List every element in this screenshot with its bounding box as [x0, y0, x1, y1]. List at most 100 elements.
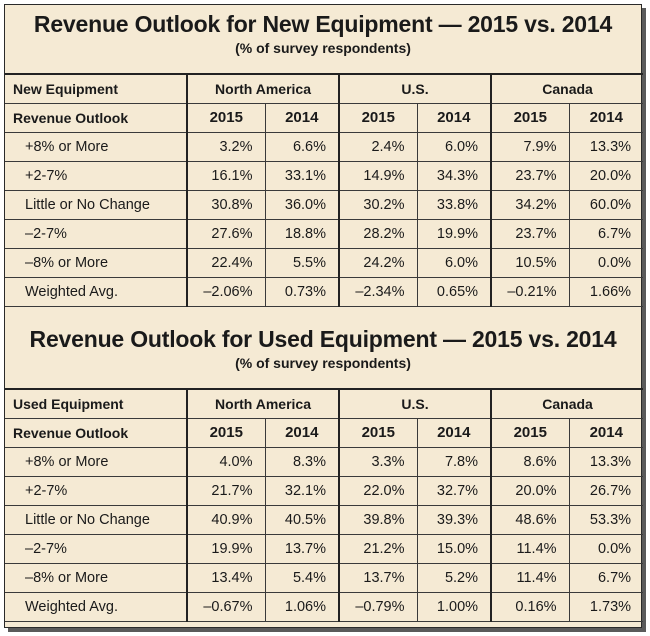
region-header-north-america: North America: [185, 73, 340, 104]
table-row: +8% or More 3.2% 6.6% 2.4% 6.0% 7.9% 13.3%: [5, 131, 644, 162]
new-equipment-table: New Equipment North America U.S. Canada …: [5, 73, 644, 307]
value-cell: 40.9%: [186, 504, 266, 535]
row-label: +8% or More: [5, 131, 188, 162]
value-cell: 21.2%: [338, 533, 418, 564]
year-header: 2015: [490, 102, 570, 133]
value-cell: 30.2%: [338, 189, 418, 220]
value-cell: 60.0%: [568, 189, 644, 220]
row-label: +8% or More: [5, 446, 188, 477]
new-equipment-title: Revenue Outlook for New Equipment — 2015…: [33, 11, 613, 37]
value-cell: 5.4%: [264, 562, 340, 593]
year-header: 2015: [490, 417, 570, 448]
value-cell: 10.5%: [490, 247, 570, 278]
value-cell: 53.3%: [568, 504, 644, 535]
table-row: –2-7% 19.9% 13.7% 21.2% 15.0% 11.4% 0.0%: [5, 533, 644, 564]
table-row: Weighted Avg. –2.06% 0.73% –2.34% 0.65% –0.21…: [5, 276, 644, 307]
value-cell: 13.7%: [264, 533, 340, 564]
row-header-label: Revenue Outlook: [5, 417, 188, 448]
year-header: 2014: [416, 102, 492, 133]
region-header-row: New Equipment North America U.S. Canada: [5, 73, 644, 104]
value-cell: 4.0%: [186, 446, 266, 477]
value-cell: 5.5%: [264, 247, 340, 278]
value-cell: 6.7%: [568, 562, 644, 593]
year-header: 2014: [416, 417, 492, 448]
value-cell: 34.2%: [490, 189, 570, 220]
value-cell: 39.3%: [416, 504, 492, 535]
value-cell: 3.2%: [186, 131, 266, 162]
value-cell: 33.1%: [264, 160, 340, 191]
value-cell: 6.7%: [568, 218, 644, 249]
used-equipment-section: Revenue Outlook for Used Equipment — 201…: [5, 320, 644, 622]
value-cell: 3.3%: [338, 446, 418, 477]
value-cell: 15.0%: [416, 533, 492, 564]
table-row: –2-7% 27.6% 18.8% 28.2% 19.9% 23.7% 6.7%: [5, 218, 644, 249]
value-cell: 19.9%: [186, 533, 266, 564]
used-equipment-table: Used Equipment North America U.S. Canada…: [5, 388, 644, 622]
value-cell: 0.0%: [568, 247, 644, 278]
value-cell: 7.8%: [416, 446, 492, 477]
used-equipment-title-block: Revenue Outlook for Used Equipment — 201…: [5, 320, 641, 388]
value-cell: 6.0%: [416, 247, 492, 278]
used-equipment-title: Revenue Outlook for Used Equipment — 201…: [29, 326, 617, 352]
year-header: 2014: [568, 417, 644, 448]
value-cell: 13.3%: [568, 446, 644, 477]
value-cell: 18.8%: [264, 218, 340, 249]
table-row: Weighted Avg. –0.67% 1.06% –0.79% 1.00% 0.16%…: [5, 591, 644, 622]
value-cell: 20.0%: [568, 160, 644, 191]
value-cell: 1.00%: [416, 591, 492, 622]
region-header-row: Used Equipment North America U.S. Canada: [5, 388, 644, 419]
used-equipment-subtitle: (% of survey respondents): [235, 355, 411, 371]
value-cell: 28.2%: [338, 218, 418, 249]
value-cell: 23.7%: [490, 160, 570, 191]
table-row: –8% or More 13.4% 5.4% 13.7% 5.2% 11.4% 6.7%: [5, 562, 644, 593]
year-header: 2015: [186, 417, 266, 448]
value-cell: 32.7%: [416, 475, 492, 506]
corner-label: New Equipment: [5, 73, 188, 104]
value-cell: 11.4%: [490, 533, 570, 564]
value-cell: 36.0%: [264, 189, 340, 220]
row-label: –8% or More: [5, 247, 188, 278]
value-cell: 22.0%: [338, 475, 418, 506]
year-header: 2014: [264, 102, 340, 133]
value-cell: 8.3%: [264, 446, 340, 477]
value-cell: 21.7%: [186, 475, 266, 506]
region-header-us: U.S.: [338, 388, 492, 419]
value-cell: 48.6%: [490, 504, 570, 535]
row-label: Weighted Avg.: [5, 276, 188, 307]
value-cell: 39.8%: [338, 504, 418, 535]
corner-label: Used Equipment: [5, 388, 188, 419]
value-cell: 6.0%: [416, 131, 492, 162]
value-cell: 1.73%: [568, 591, 644, 622]
value-cell: –0.21%: [490, 276, 570, 307]
new-equipment-title-block: Revenue Outlook for New Equipment — 2015…: [5, 5, 641, 73]
value-cell: 0.16%: [490, 591, 570, 622]
value-cell: 16.1%: [186, 160, 266, 191]
value-cell: 20.0%: [490, 475, 570, 506]
region-header-canada: Canada: [490, 73, 644, 104]
value-cell: 0.73%: [264, 276, 340, 307]
value-cell: 13.4%: [186, 562, 266, 593]
row-label: +2-7%: [5, 160, 188, 191]
value-cell: –0.67%: [186, 591, 266, 622]
value-cell: –2.06%: [186, 276, 266, 307]
value-cell: –0.79%: [338, 591, 418, 622]
value-cell: 8.6%: [490, 446, 570, 477]
year-header: 2015: [338, 102, 418, 133]
value-cell: 27.6%: [186, 218, 266, 249]
value-cell: 32.1%: [264, 475, 340, 506]
row-label: –2-7%: [5, 533, 188, 564]
row-label: –8% or More: [5, 562, 188, 593]
row-header-label: Revenue Outlook: [5, 102, 188, 133]
value-cell: 24.2%: [338, 247, 418, 278]
new-equipment-subtitle: (% of survey respondents): [235, 40, 411, 56]
table-row: Little or No Change 30.8% 36.0% 30.2% 33.8% 3…: [5, 189, 644, 220]
value-cell: 14.9%: [338, 160, 418, 191]
value-cell: 0.65%: [416, 276, 492, 307]
year-header: 2014: [264, 417, 340, 448]
value-cell: –2.34%: [338, 276, 418, 307]
value-cell: 5.2%: [416, 562, 492, 593]
value-cell: 33.8%: [416, 189, 492, 220]
row-label: Little or No Change: [5, 504, 188, 535]
row-label: +2-7%: [5, 475, 188, 506]
value-cell: 11.4%: [490, 562, 570, 593]
